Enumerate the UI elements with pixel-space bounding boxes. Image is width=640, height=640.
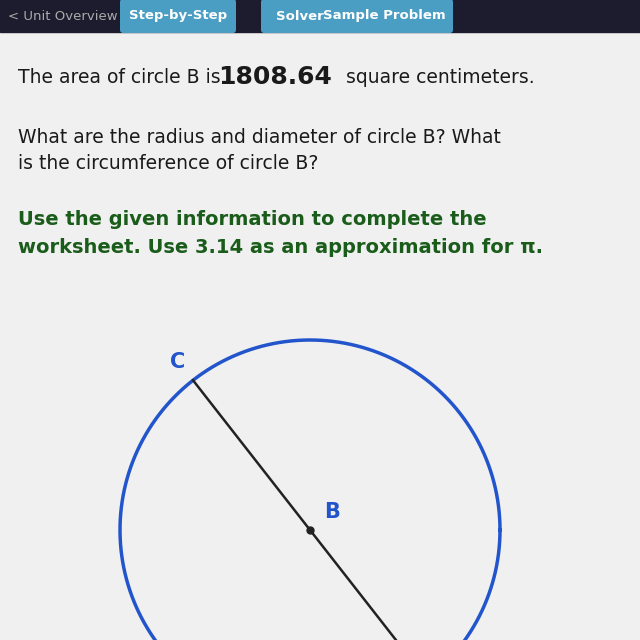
Text: Sample Problem: Sample Problem	[323, 10, 445, 22]
FancyBboxPatch shape	[261, 0, 339, 33]
FancyBboxPatch shape	[120, 0, 236, 33]
Text: B: B	[324, 502, 340, 522]
Text: C: C	[170, 352, 185, 372]
Text: Step-by-Step: Step-by-Step	[129, 10, 227, 22]
FancyBboxPatch shape	[315, 0, 453, 33]
Bar	[0, 0, 640, 32]
Text: Solver: Solver	[276, 10, 324, 22]
Text: 1808.64: 1808.64	[218, 65, 332, 89]
Text: < Unit Overview: < Unit Overview	[8, 10, 118, 22]
Text: is the circumference of circle B?: is the circumference of circle B?	[18, 154, 318, 173]
Text: The area of circle B is: The area of circle B is	[18, 68, 232, 87]
Text: Use the given information to complete the: Use the given information to complete th…	[18, 210, 486, 229]
Text: square centimeters.: square centimeters.	[340, 68, 534, 87]
Text: What are the radius and diameter of circle B? What: What are the radius and diameter of circ…	[18, 128, 501, 147]
Text: worksheet. Use 3.14 as an approximation for π.: worksheet. Use 3.14 as an approximation …	[18, 238, 543, 257]
